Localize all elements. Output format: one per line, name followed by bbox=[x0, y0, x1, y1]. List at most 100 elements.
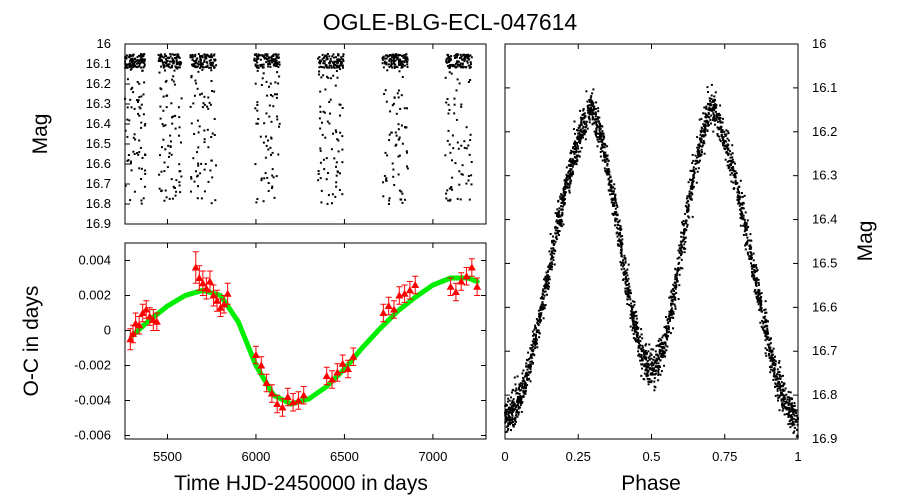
phased-point bbox=[729, 160, 732, 163]
light-curve-point bbox=[138, 106, 141, 109]
light-curve-point bbox=[267, 190, 270, 192]
phased-point bbox=[774, 382, 777, 385]
phased-point bbox=[568, 186, 571, 189]
phased-point bbox=[759, 297, 762, 300]
oc-point bbox=[223, 289, 232, 297]
light-curve-point bbox=[467, 144, 470, 147]
phased-point bbox=[615, 226, 618, 229]
light-curve-point bbox=[447, 65, 449, 68]
light-curve-point bbox=[255, 64, 258, 67]
phased-point bbox=[656, 365, 659, 368]
phased-point bbox=[599, 140, 602, 143]
phased-point bbox=[566, 175, 568, 178]
phased-point bbox=[523, 384, 526, 387]
light-curve-point bbox=[450, 64, 452, 67]
light-curve-point bbox=[397, 96, 400, 99]
phased-point bbox=[646, 377, 649, 380]
phased-point bbox=[742, 214, 745, 217]
phased-point bbox=[609, 176, 612, 179]
light-curve-point bbox=[382, 195, 385, 198]
light-curve-point bbox=[178, 61, 180, 64]
phased-point bbox=[632, 317, 635, 320]
light-curve-point bbox=[451, 159, 453, 162]
phased-point bbox=[640, 328, 643, 331]
light-curve-point bbox=[196, 87, 199, 90]
phased-point bbox=[645, 343, 648, 346]
phased-frame bbox=[504, 43, 799, 440]
light-curve-point bbox=[255, 58, 258, 61]
phased-point bbox=[674, 268, 677, 271]
phased-point bbox=[561, 211, 564, 214]
phased-point bbox=[551, 256, 553, 259]
phased-point bbox=[522, 390, 525, 392]
phased-point bbox=[726, 137, 729, 140]
phased-point bbox=[521, 384, 524, 387]
phased-point bbox=[606, 168, 608, 171]
phased-point bbox=[660, 345, 662, 348]
phased-point bbox=[653, 380, 656, 383]
phased-point bbox=[580, 118, 583, 121]
phased-point bbox=[764, 319, 767, 322]
light-curve-point bbox=[329, 60, 331, 63]
light-curve-point bbox=[392, 61, 395, 64]
phased-point bbox=[627, 291, 630, 294]
light-curve-point bbox=[334, 84, 337, 87]
phased-point bbox=[547, 265, 550, 268]
phased-point bbox=[618, 232, 620, 235]
phased-point bbox=[696, 170, 699, 173]
light-curve-point bbox=[207, 180, 210, 183]
phased-point bbox=[648, 358, 651, 361]
phased-point bbox=[677, 267, 680, 269]
phased-point bbox=[587, 107, 589, 110]
phased-point bbox=[635, 333, 638, 336]
phased-point bbox=[731, 169, 734, 172]
light-curve-point bbox=[454, 57, 456, 59]
light-curve-point bbox=[202, 102, 205, 105]
light-curve-point bbox=[465, 147, 468, 150]
light-curve-point bbox=[173, 83, 176, 86]
phased-point bbox=[650, 373, 653, 376]
phased-point bbox=[647, 380, 650, 383]
phased-point bbox=[515, 420, 517, 423]
phased-point bbox=[682, 224, 685, 227]
phased-point bbox=[755, 264, 758, 267]
phased-point bbox=[614, 193, 617, 196]
phased-point bbox=[574, 140, 577, 143]
phased-point bbox=[595, 113, 598, 116]
phased-point bbox=[763, 309, 766, 312]
light-curve-point bbox=[130, 64, 133, 67]
phased-point bbox=[691, 182, 694, 185]
phased-point bbox=[752, 252, 755, 255]
phased-point bbox=[765, 311, 768, 314]
light-curve-point bbox=[317, 179, 320, 182]
phased-point bbox=[653, 385, 656, 388]
phased-point bbox=[647, 363, 650, 366]
light-curve-point bbox=[212, 61, 215, 64]
phased-point bbox=[534, 336, 537, 338]
light-curve-point bbox=[446, 61, 449, 64]
light-curve-point bbox=[205, 66, 208, 68]
light-curve-point bbox=[262, 141, 265, 144]
phased-point bbox=[556, 213, 558, 216]
phased-point bbox=[765, 332, 768, 335]
phased-point bbox=[560, 193, 563, 196]
light-curve-point bbox=[160, 58, 163, 61]
phased-point bbox=[678, 284, 681, 287]
phased-point bbox=[732, 187, 735, 190]
phased-point bbox=[719, 121, 722, 124]
phased-point bbox=[530, 357, 533, 360]
light-curve-point bbox=[405, 53, 408, 56]
phased-point bbox=[693, 173, 695, 176]
phased-point bbox=[608, 183, 610, 186]
chart-title: OGLE-BLG-ECL-047614 bbox=[323, 9, 578, 35]
phased-point bbox=[777, 396, 780, 399]
light-curve-point bbox=[275, 59, 278, 62]
phased-point bbox=[618, 240, 621, 243]
phased-point bbox=[546, 283, 549, 286]
light-curve-point bbox=[401, 201, 404, 204]
phased-point bbox=[701, 151, 703, 154]
phased-point bbox=[551, 252, 554, 255]
phased-point bbox=[776, 389, 779, 392]
light-curve-point bbox=[277, 66, 280, 68]
oc-y-tick-label: -0.006 bbox=[74, 428, 111, 443]
